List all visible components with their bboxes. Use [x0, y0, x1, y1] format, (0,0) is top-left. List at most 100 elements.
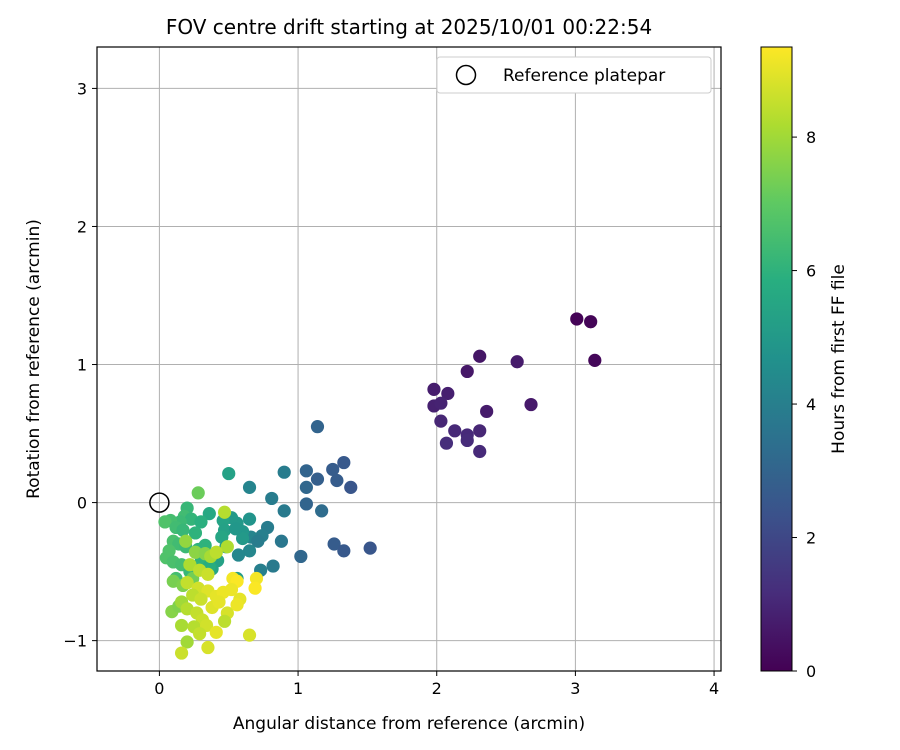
x-axis-ticks: 0 1 2 3 4	[154, 671, 719, 698]
data-point	[174, 618, 189, 633]
data-point	[194, 592, 208, 606]
data-point	[326, 462, 340, 477]
colorbar-tick-label: 4	[806, 395, 816, 414]
data-point	[201, 640, 215, 655]
data-point	[242, 512, 257, 526]
data-point	[277, 465, 291, 479]
data-point	[337, 455, 351, 470]
data-point	[294, 549, 308, 564]
data-point	[584, 315, 598, 329]
legend-label: Reference platepar	[503, 66, 665, 86]
colorbar-label: Hours from first FF file	[829, 264, 849, 454]
data-point	[242, 628, 257, 642]
data-point	[310, 472, 325, 486]
data-point	[242, 544, 257, 558]
data-point	[327, 537, 341, 551]
data-point	[299, 497, 313, 511]
data-point	[158, 515, 172, 529]
data-point	[315, 504, 329, 518]
data-point	[180, 576, 194, 590]
data-point	[183, 558, 197, 572]
data-point	[473, 444, 487, 459]
data-point	[193, 627, 207, 641]
data-point	[460, 433, 474, 448]
y-tick-label: 0	[77, 494, 87, 513]
plot-frame	[96, 46, 722, 672]
data-point	[427, 382, 441, 396]
data-point	[201, 567, 215, 581]
data-points	[158, 312, 602, 660]
data-point	[330, 473, 344, 488]
data-point	[249, 571, 264, 586]
y-tick-label: 1	[77, 356, 87, 375]
colorbar-tick-label: 0	[806, 662, 816, 681]
data-point	[265, 491, 279, 506]
data-point	[363, 541, 377, 555]
data-point	[299, 480, 313, 494]
data-point	[570, 312, 584, 326]
data-point	[434, 414, 448, 428]
data-point	[277, 504, 291, 518]
data-point	[248, 581, 262, 595]
data-point	[434, 396, 448, 410]
data-point	[510, 355, 524, 369]
chart-title: FOV centre drift starting at 2025/10/01 …	[166, 15, 652, 39]
data-point	[344, 480, 358, 494]
data-point	[588, 353, 602, 367]
x-tick-label: 0	[154, 679, 164, 698]
data-point	[217, 505, 232, 519]
data-point	[188, 526, 203, 540]
colorbar-tick-label: 6	[806, 262, 816, 281]
data-point	[251, 534, 265, 548]
data-point	[191, 486, 205, 500]
x-tick-label: 2	[432, 679, 442, 698]
colorbar-tick-label: 8	[806, 128, 816, 147]
data-point	[441, 386, 455, 401]
x-tick-label: 1	[293, 679, 303, 698]
data-point	[473, 349, 487, 363]
colorbar-gradient	[760, 46, 793, 672]
data-point	[524, 397, 538, 412]
y-tick-label: −1	[63, 632, 87, 651]
colorbar: 0 2 4 6 8 Hours from first FF file	[760, 46, 849, 681]
data-point	[274, 534, 289, 548]
data-point	[212, 595, 226, 609]
data-point	[229, 522, 243, 536]
data-point	[266, 559, 280, 573]
colorbar-ticks: 0 2 4 6 8	[792, 128, 816, 681]
data-point	[217, 614, 232, 628]
x-tick-label: 3	[570, 679, 580, 698]
legend-marker-icon	[455, 64, 477, 86]
data-point	[448, 424, 462, 438]
data-point	[174, 646, 189, 660]
colorbar-tick-label: 2	[806, 529, 816, 548]
legend-box	[436, 56, 712, 94]
data-point	[176, 523, 190, 537]
data-point	[460, 364, 474, 379]
data-point	[242, 480, 257, 494]
x-tick-label: 4	[709, 679, 719, 698]
data-point	[222, 466, 236, 481]
data-point	[230, 598, 244, 612]
x-axis-label: Angular distance from reference (arcmin)	[233, 714, 585, 734]
y-tick-label: 3	[77, 79, 87, 98]
y-axis-ticks: −1 0 1 2 3	[63, 79, 97, 651]
data-point	[220, 540, 234, 554]
data-point	[299, 464, 313, 478]
y-tick-label: 2	[77, 217, 87, 236]
data-point	[209, 545, 223, 559]
data-point	[310, 420, 325, 434]
data-point	[473, 424, 487, 438]
data-point	[179, 534, 193, 548]
data-point	[202, 507, 216, 521]
data-point	[209, 625, 223, 639]
data-point	[180, 635, 194, 649]
data-point	[236, 531, 250, 546]
data-point	[480, 404, 494, 419]
data-point	[194, 515, 208, 529]
reference-platepar-marker	[149, 492, 170, 513]
data-point	[224, 582, 239, 597]
legend: Reference platepar	[436, 56, 712, 94]
y-axis-label: Rotation from reference (arcmin)	[24, 219, 44, 499]
